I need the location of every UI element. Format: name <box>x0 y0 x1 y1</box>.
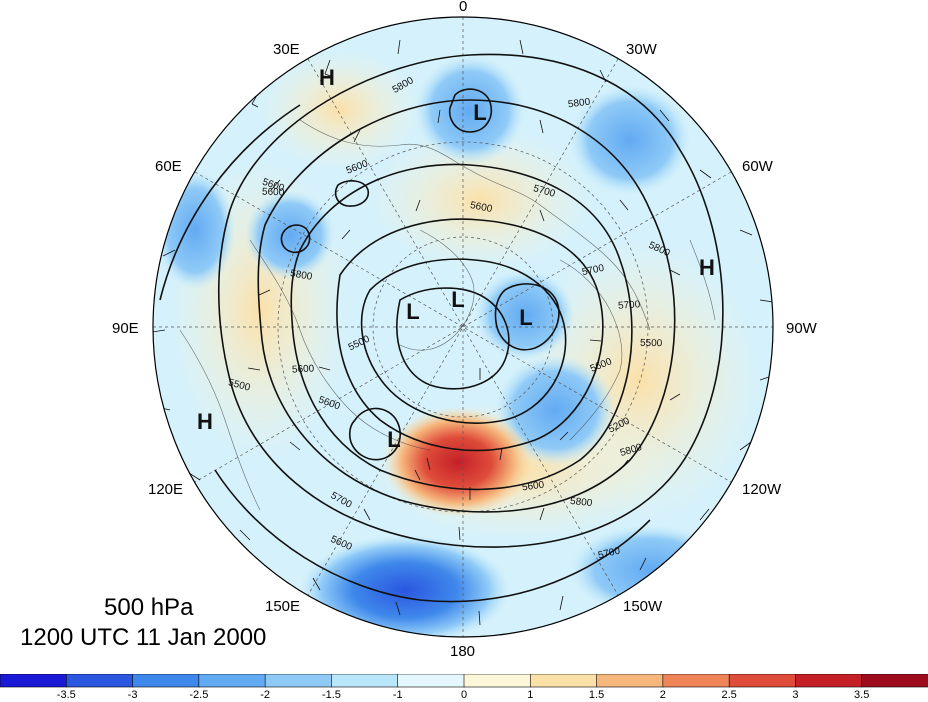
colorbar-swatch <box>0 674 68 688</box>
longitude-label-180: 180 <box>450 643 476 660</box>
colorbar-tick-label: 2.5 <box>721 689 737 701</box>
colorbar-tick-label: 1.5 <box>588 689 605 701</box>
longitude-label-150e: 150E <box>265 598 301 615</box>
colorbar-swatch <box>662 674 730 688</box>
colorbar-tick-label: 0 <box>460 689 468 701</box>
colorbar-tick-label: -3 <box>127 689 138 701</box>
colorbar-swatch <box>596 674 664 688</box>
longitude-label-150w: 150W <box>623 598 663 615</box>
colorbar <box>0 674 928 688</box>
low-center-label: L <box>473 100 487 125</box>
colorbar-tick-label: -2.5 <box>189 689 209 701</box>
colorbar-swatch <box>132 674 200 688</box>
colorbar-swatch <box>331 674 399 688</box>
colorbar-swatch <box>795 674 863 688</box>
colorbar-tick-label: -2 <box>260 689 271 701</box>
height-contours <box>159 53 724 603</box>
contour-label: 5700 <box>617 299 641 312</box>
colorbar-swatch <box>264 674 333 688</box>
longitude-label-60w: 60W <box>742 158 773 175</box>
coastlines <box>179 119 716 511</box>
colorbar-tick-label: -1.5 <box>321 689 341 701</box>
longitude-label-30e: 30E <box>273 41 300 58</box>
contour-label: 5500 <box>639 337 663 350</box>
colorbar-swatch <box>198 674 266 688</box>
polar-stereographic-map <box>152 16 774 638</box>
longitude-label-120w: 120W <box>742 481 782 498</box>
colorbar-tick-label: 3.5 <box>854 689 870 701</box>
longitude-label-120e: 120E <box>148 481 184 498</box>
colorbar-tick-label: 3 <box>792 689 799 701</box>
low-center-label: L <box>451 287 465 312</box>
high-center-label: H <box>319 65 335 90</box>
low-center-label: L <box>406 299 420 324</box>
high-center-label: H <box>197 409 213 434</box>
colorbar-swatch <box>529 674 598 688</box>
colorbar-swatch <box>65 674 134 688</box>
colorbar-swatch <box>728 674 797 688</box>
longitude-label-0: 0 <box>459 0 468 15</box>
longitude-label-30w: 30W <box>626 41 657 58</box>
contour-label: 5600 <box>291 363 315 376</box>
longitude-label-90w: 90W <box>786 320 817 337</box>
longitude-label-90e: 90E <box>112 320 139 337</box>
colorbar-swatch <box>463 674 532 688</box>
high-center-label: H <box>699 255 715 280</box>
longitude-label-60e: 60E <box>155 158 182 175</box>
colorbar-tick-label: 2 <box>659 689 666 701</box>
colorbar-tick-label: -1 <box>392 689 403 701</box>
colorbar-swatch <box>397 674 465 688</box>
low-center-label: L <box>387 427 401 452</box>
colorbar-tick-label: 1 <box>527 689 534 701</box>
colorbar-swatch <box>861 674 928 688</box>
colorbar-tick-label: -3.5 <box>56 689 76 701</box>
low-center-label: L <box>519 305 533 330</box>
map-title-level: 500 hPa <box>104 594 194 621</box>
contour-label: 5800 <box>569 495 593 510</box>
map-title-time: 1200 UTC 11 Jan 2000 <box>20 624 267 651</box>
